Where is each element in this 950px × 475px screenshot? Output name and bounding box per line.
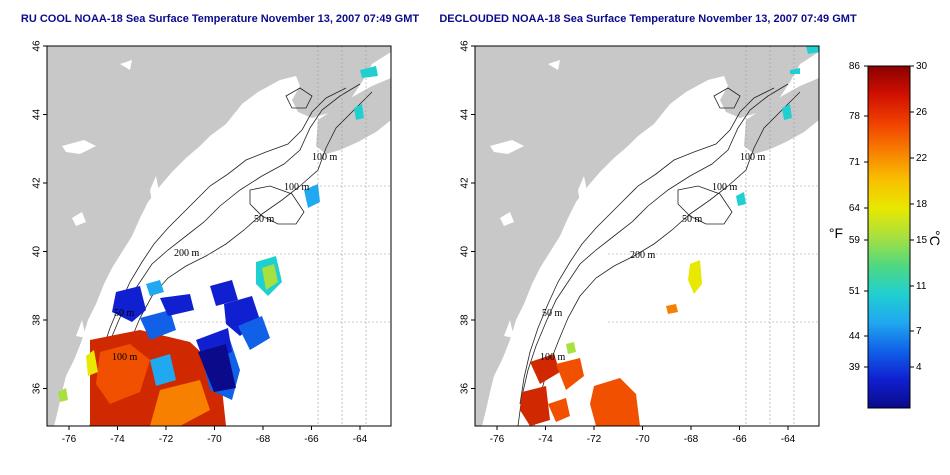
- fahrenheit-tick-label: 44: [849, 331, 861, 342]
- celsius-tick-label: 15: [916, 235, 928, 246]
- colorbar-ticks: 86 78 71 64 59 51 44 39 30 26 22 18 15 11 7 4: [849, 61, 928, 373]
- celsius-tick-label: 11: [916, 281, 927, 292]
- axes-raw: -76 -74 -72 -70 -68 -66 -64 46 44 42 40 38 36: [32, 40, 368, 445]
- fahrenheit-label: °F: [829, 225, 843, 241]
- x-tick-label: -70: [635, 434, 650, 445]
- land-mass: [475, 46, 819, 426]
- y-tick-label: 40: [32, 246, 43, 258]
- y-tick-label: 36: [32, 383, 43, 395]
- graticule: [608, 46, 819, 426]
- y-tick-label: 44: [460, 109, 471, 121]
- x-tick-label: -66: [732, 434, 747, 445]
- celsius-label: °C: [927, 230, 943, 246]
- fahrenheit-tick-label: 71: [849, 157, 861, 168]
- lake: [490, 140, 524, 154]
- y-tick-label: 38: [32, 314, 43, 326]
- lake: [548, 60, 560, 70]
- contour-label: 50 m: [682, 214, 703, 225]
- contour-label: 100 m: [112, 352, 138, 363]
- fahrenheit-tick-label: 78: [849, 111, 861, 122]
- contour-label: 100 m: [312, 152, 338, 163]
- fahrenheit-tick-label: 64: [849, 203, 861, 214]
- x-tick-label: -76: [62, 434, 77, 445]
- panel-title-raw: RU COOL NOAA-18 Sea Surface Temperature …: [21, 13, 419, 25]
- x-tick-label: -74: [538, 434, 553, 445]
- bathymetry-contours: [517, 83, 801, 426]
- contour-label: 100 m: [284, 182, 310, 193]
- lake: [504, 320, 514, 338]
- land-mass: [47, 46, 391, 426]
- celsius-tick-label: 26: [916, 107, 928, 118]
- y-tick-label: 46: [32, 40, 43, 52]
- y-tick-label: 38: [460, 314, 471, 326]
- fahrenheit-tick-label: 86: [849, 61, 861, 72]
- x-tick-label: -66: [304, 434, 319, 445]
- x-tick-label: -64: [353, 434, 368, 445]
- y-tick-label: 42: [460, 177, 471, 189]
- graticule: [180, 46, 391, 426]
- panel-raw: RU COOL NOAA-18 Sea Surface Temperature …: [21, 13, 419, 445]
- lake: [100, 284, 108, 300]
- contour-label: 200 m: [174, 248, 200, 259]
- panel-declouded: DECLOUDED NOAA-18 Sea Surface Temperatur…: [439, 13, 857, 445]
- x-tick-label: -74: [110, 434, 125, 445]
- lake: [150, 176, 160, 214]
- lake: [120, 60, 132, 70]
- lake: [72, 212, 86, 226]
- lake: [62, 140, 96, 154]
- x-tick-label: -64: [781, 434, 796, 445]
- fahrenheit-tick-label: 39: [849, 362, 861, 373]
- x-tick-label: -72: [159, 434, 174, 445]
- axes-declouded: -76 -74 -72 -70 -68 -66 -64 46 44 42 40 38 36: [460, 40, 796, 445]
- lake: [578, 176, 588, 214]
- contour-label: 200 m: [630, 250, 656, 261]
- y-tick-label: 42: [32, 177, 43, 189]
- celsius-tick-label: 4: [916, 362, 922, 373]
- y-tick-label: 44: [32, 109, 43, 121]
- land-mass-northeast: [744, 78, 819, 154]
- contour-label: 100 m: [740, 152, 766, 163]
- x-tick-label: -68: [684, 434, 699, 445]
- x-tick-label: -70: [207, 434, 222, 445]
- sst-data-declouded: [520, 46, 819, 426]
- contour-label: 50 m: [542, 308, 563, 319]
- sst-data-raw: [58, 66, 378, 426]
- y-tick-label: 46: [460, 40, 471, 52]
- lake: [76, 320, 86, 338]
- colorbar-gradient: [867, 65, 911, 409]
- contour-label: 100 m: [540, 352, 566, 363]
- y-tick-label: 40: [460, 246, 471, 258]
- x-tick-label: -72: [587, 434, 602, 445]
- fahrenheit-tick-label: 51: [849, 286, 861, 297]
- celsius-tick-label: 18: [916, 199, 928, 210]
- land-mass-northeast: [316, 78, 391, 154]
- plot-frame: [474, 45, 820, 427]
- celsius-tick-label: 7: [916, 326, 922, 337]
- contour-label: 50 m: [114, 308, 135, 319]
- panel-title-declouded: DECLOUDED NOAA-18 Sea Surface Temperatur…: [439, 13, 857, 25]
- fahrenheit-tick-label: 59: [849, 235, 861, 246]
- map-raw: 100 m 100 m 50 m 200 m 50 m 100 m: [47, 46, 391, 426]
- contour-label: 50 m: [254, 214, 275, 225]
- lake: [500, 212, 514, 226]
- celsius-tick-label: 22: [916, 153, 928, 164]
- colorbar: 86 78 71 64 59 51 44 39 30 26 22 18 15 11 7 4 °F °C: [829, 61, 943, 409]
- lake: [528, 284, 536, 300]
- x-tick-label: -68: [256, 434, 271, 445]
- map-declouded: 100 m 100 m 50 m 200 m 50 m 100 m: [475, 46, 819, 426]
- plot-frame: [46, 45, 392, 427]
- contour-label: 100 m: [712, 182, 738, 193]
- x-tick-label: -76: [490, 434, 505, 445]
- y-tick-label: 36: [460, 383, 471, 395]
- celsius-tick-label: 30: [916, 61, 928, 72]
